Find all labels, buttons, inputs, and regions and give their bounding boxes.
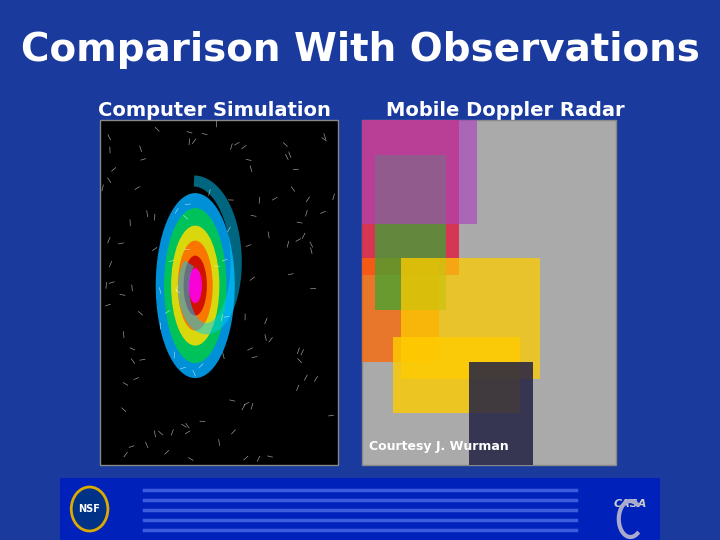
Ellipse shape — [189, 268, 202, 303]
Ellipse shape — [156, 193, 235, 378]
Ellipse shape — [171, 226, 220, 346]
FancyBboxPatch shape — [362, 120, 477, 224]
Text: Mobile Doppler Radar: Mobile Doppler Radar — [387, 100, 625, 119]
Ellipse shape — [178, 241, 212, 330]
Text: Courtesy J. Wurman: Courtesy J. Wurman — [369, 440, 509, 453]
Text: Comparison With Observations: Comparison With Observations — [21, 31, 699, 69]
FancyBboxPatch shape — [362, 120, 459, 275]
Text: CASA: CASA — [613, 499, 647, 509]
FancyBboxPatch shape — [375, 154, 446, 310]
FancyBboxPatch shape — [400, 258, 540, 379]
FancyBboxPatch shape — [362, 258, 438, 361]
Ellipse shape — [164, 208, 227, 363]
FancyBboxPatch shape — [393, 338, 520, 413]
Ellipse shape — [184, 255, 207, 315]
Text: NSF: NSF — [78, 504, 101, 514]
FancyBboxPatch shape — [100, 120, 338, 465]
FancyBboxPatch shape — [469, 361, 533, 465]
FancyBboxPatch shape — [60, 478, 660, 540]
Circle shape — [71, 487, 108, 531]
Text: Computer Simulation: Computer Simulation — [98, 100, 330, 119]
FancyBboxPatch shape — [362, 120, 616, 465]
